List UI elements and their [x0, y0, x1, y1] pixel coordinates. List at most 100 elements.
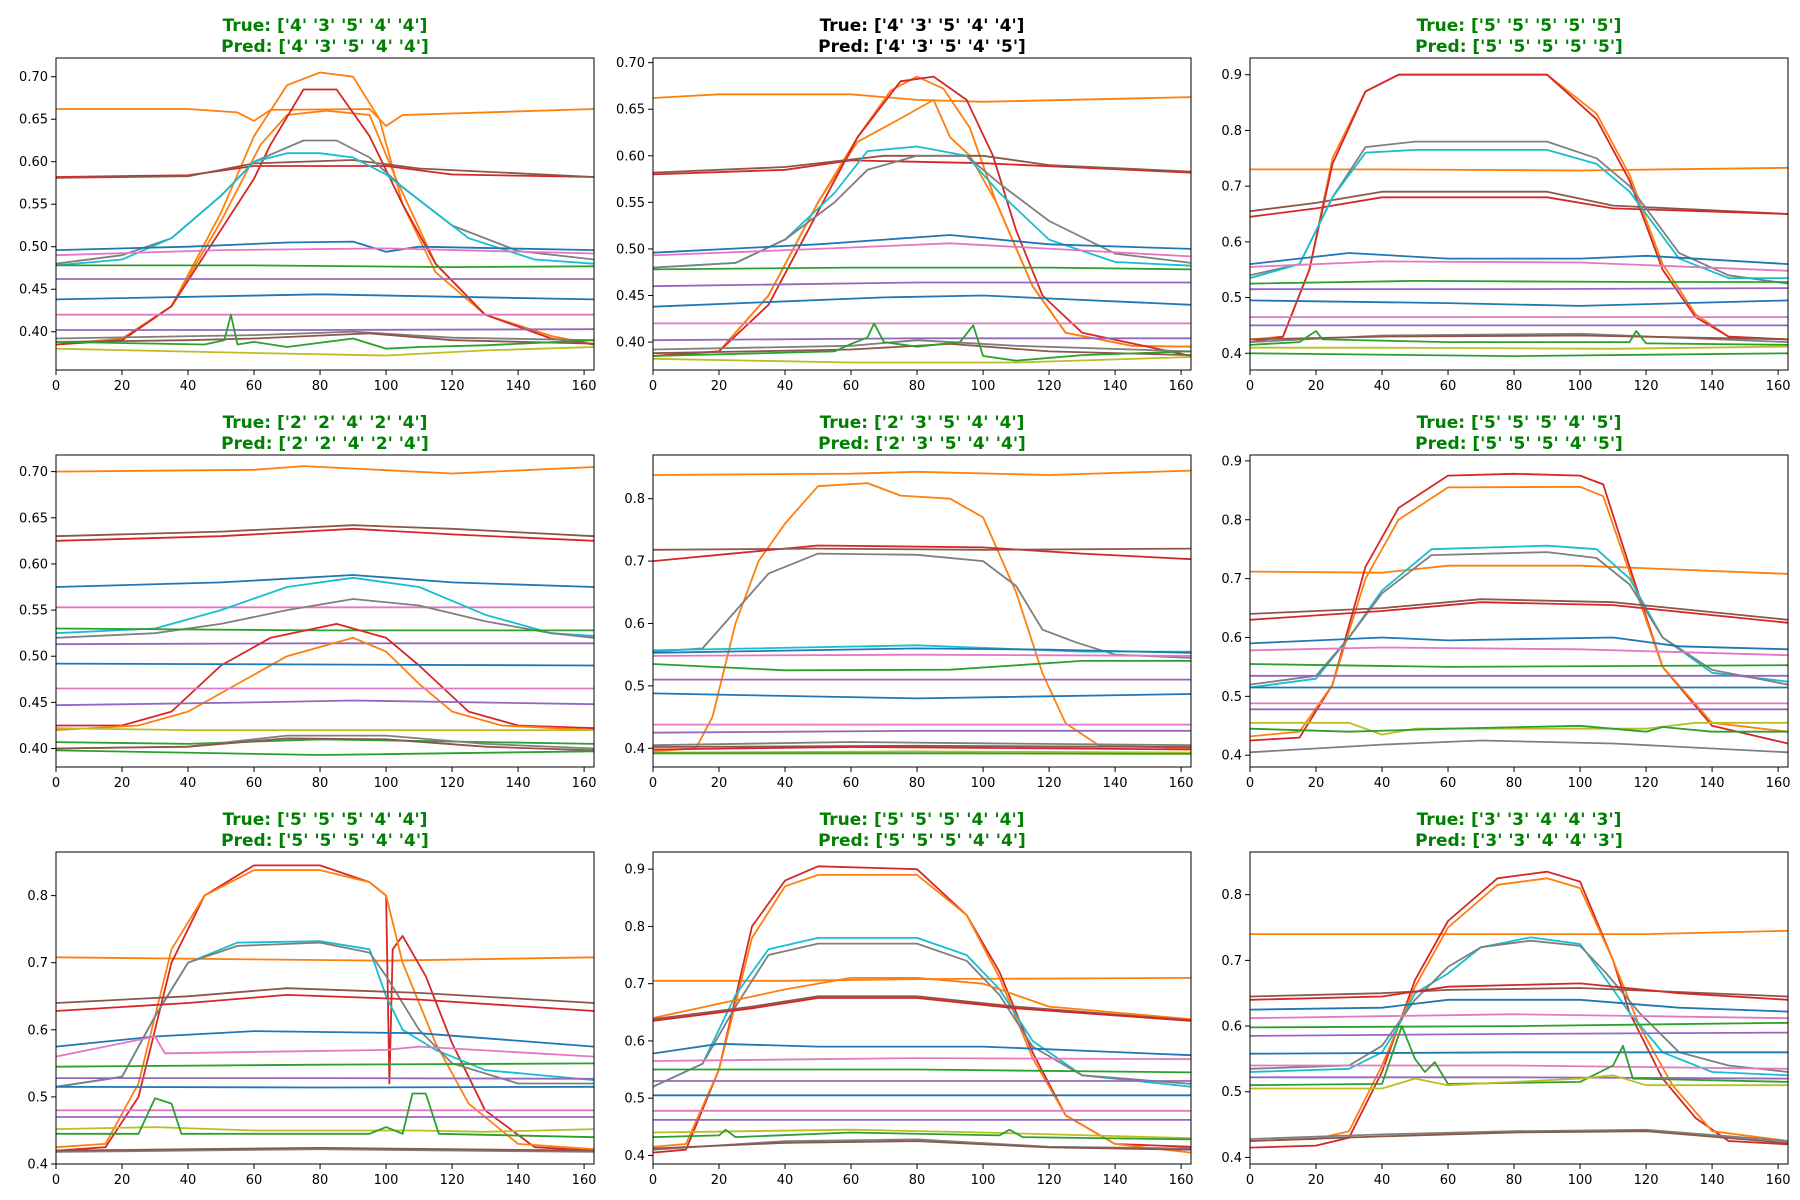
y-tick-label: 0.60	[19, 557, 48, 572]
y-tick-label: 0.5	[624, 679, 645, 694]
series-line-19	[56, 346, 594, 357]
series-line-17	[1250, 739, 1788, 754]
series-line-5	[653, 552, 1191, 659]
x-tick-label: 40	[180, 1173, 197, 1188]
series-line-18	[56, 1147, 594, 1152]
y-tick-label: 0.8	[624, 920, 645, 935]
series-line-11	[56, 636, 594, 731]
series-line-11	[653, 1068, 1191, 1074]
series-line-6	[56, 159, 594, 179]
y-tick-label: 0.6	[1221, 631, 1242, 646]
series-line-16	[56, 1092, 594, 1139]
subplot-title-pred: Pred: ['2' '3' '5' '4' '4']	[818, 434, 1026, 454]
x-tick-label: 20	[711, 1173, 728, 1188]
y-tick-label: 0.65	[616, 103, 645, 118]
series-line-12	[653, 281, 1191, 288]
x-tick-label: 40	[1374, 379, 1391, 394]
x-tick-label: 40	[777, 776, 794, 791]
y-tick-label: 0.5	[1221, 291, 1242, 306]
x-tick-label: 100	[971, 379, 996, 394]
x-tick-label: 140	[1103, 776, 1128, 791]
series-line-11	[653, 692, 1191, 700]
series-line-16	[1250, 724, 1788, 733]
y-tick-label: 0.7	[624, 555, 645, 570]
series-line-4	[1250, 936, 1788, 1077]
series-group	[653, 469, 1191, 755]
series-line-12	[56, 662, 594, 667]
plot-frame	[1249, 851, 1789, 1165]
y-tick-label: 0.4	[1221, 749, 1242, 764]
y-tick-label: 0.45	[19, 696, 48, 711]
subplot-title-pred: Pred: ['2' '2' '4' '2' '4']	[221, 434, 429, 454]
series-line-14	[1250, 1076, 1788, 1080]
plot-frame	[55, 851, 595, 1165]
x-tick-label: 80	[312, 379, 329, 394]
series-line-19	[653, 356, 1191, 364]
x-tick-label: 80	[1506, 776, 1523, 791]
x-tick-label: 60	[246, 1173, 263, 1188]
subplot-title-pred: Pred: ['5' '5' '5' '4' '4']	[818, 831, 1026, 851]
series-line-13	[56, 293, 594, 301]
series-line-18	[653, 741, 1191, 747]
series-line-10	[56, 247, 594, 257]
series-line-15	[56, 1126, 594, 1133]
x-tick-label: 100	[1568, 776, 1593, 791]
series-line-14	[56, 699, 594, 707]
subplot-title-pred: Pred: ['5' '5' '5' '5' '5']	[1415, 37, 1623, 57]
series-line-7	[1250, 982, 1788, 1001]
y-tick-label: 0.9	[1221, 454, 1242, 469]
subplot-4: 0 20 40 60 80 100 120 140 160 0.40 0.45 0.50 0.55 0.6…	[19, 413, 596, 791]
y-tick-label: 0.4	[1221, 347, 1242, 362]
y-tick-label: 0.40	[19, 742, 48, 757]
series-line-10	[1250, 663, 1788, 668]
series-line-16	[1250, 334, 1788, 341]
series-line-4	[1250, 190, 1788, 215]
series-line-7	[653, 647, 1191, 654]
y-tick-label: 0.4	[1221, 1151, 1242, 1166]
x-tick-label: 120	[1634, 1173, 1659, 1188]
series-line-1	[653, 93, 1191, 103]
x-tick-label: 120	[440, 776, 465, 791]
series-line-5	[56, 165, 594, 178]
x-tick-label: 160	[572, 1173, 597, 1188]
series-line-1	[1250, 564, 1788, 575]
x-tick-label: 60	[1440, 379, 1457, 394]
series-line-18	[653, 322, 1191, 362]
series-line-9	[653, 234, 1191, 254]
x-tick-label: 0	[52, 776, 60, 791]
series-group	[1250, 870, 1788, 1149]
y-tick-label: 0.8	[624, 492, 645, 507]
x-tick-label: 140	[1103, 379, 1128, 394]
x-tick-label: 0	[1246, 1173, 1254, 1188]
subplot-2: 0 20 40 60 80 100 120 140 160 0.40 0.45 0.50 0.55 0.6…	[616, 16, 1193, 394]
subplot-title-pred: Pred: ['5' '5' '5' '4' '5']	[1415, 434, 1623, 454]
series-group	[1250, 472, 1788, 754]
y-tick-label: 0.8	[1221, 124, 1242, 139]
x-tick-label: 160	[1766, 776, 1791, 791]
y-tick-label: 0.55	[19, 604, 48, 619]
series-line-14	[653, 744, 1191, 748]
y-tick-label: 0.70	[19, 70, 48, 85]
x-tick-label: 100	[971, 1173, 996, 1188]
y-tick-label: 0.50	[616, 242, 645, 257]
series-line-11	[1250, 287, 1788, 291]
x-tick-label: 0	[1246, 379, 1254, 394]
series-line-8	[56, 1030, 594, 1048]
series-line-9	[653, 660, 1191, 672]
plot-frame	[1249, 57, 1789, 371]
series-line-1	[653, 469, 1191, 476]
series-line-6	[653, 977, 1191, 1021]
x-tick-label: 160	[1169, 379, 1194, 394]
series-group	[56, 864, 594, 1153]
subplot-title-true: True: ['5' '5' '5' '4' '4']	[820, 810, 1025, 830]
series-line-1	[56, 465, 594, 475]
y-tick-label: 0.50	[19, 240, 48, 255]
series-line-5	[1250, 551, 1788, 686]
subplot-title-true: True: ['5' '5' '5' '4' '4']	[223, 810, 428, 830]
series-group	[653, 865, 1191, 1154]
series-line-7	[1250, 149, 1788, 279]
x-tick-label: 40	[1374, 1173, 1391, 1188]
series-line-15	[56, 727, 594, 731]
series-line-19	[653, 1140, 1191, 1151]
